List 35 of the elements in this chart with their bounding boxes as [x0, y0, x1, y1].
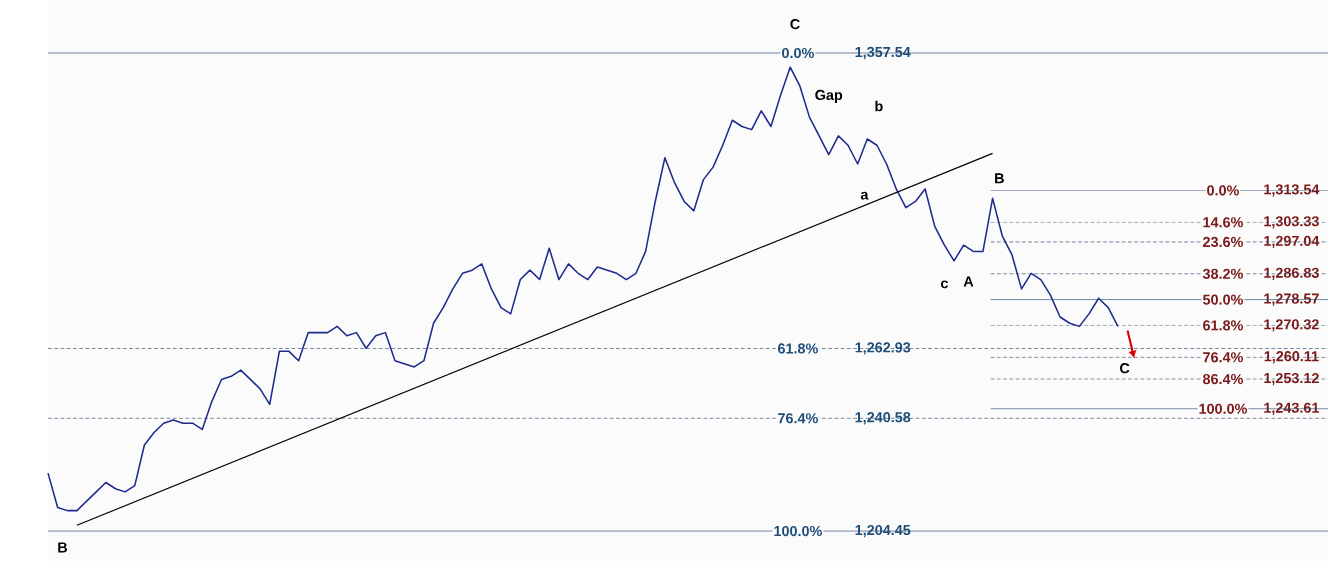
annotation: c [940, 280, 948, 289]
annotation: 0.0% [1207, 185, 1239, 196]
y2-tick-label: 1,303.33 [1264, 216, 1319, 229]
text: C [790, 19, 800, 30]
y-tick-label: 1,204.45 [855, 524, 911, 538]
annotation: 100.0% [1199, 403, 1247, 414]
y2-tick-label: 1,313.54 [1264, 184, 1320, 197]
annotation: B [995, 173, 1004, 184]
annotation: 76.4% [1203, 352, 1243, 363]
y-tick-label: 1,262.93 [855, 342, 911, 355]
annotation: 61.8% [778, 343, 818, 354]
y2-tick-label: 1,286.83 [1264, 267, 1319, 280]
annotation: Gap [815, 89, 843, 103]
annotation: 76.4% [778, 413, 818, 424]
annotation: 23.6% [1203, 236, 1243, 248]
annotation: 61.8% [1203, 320, 1243, 331]
y2-tick-label: 1,243.61 [1264, 402, 1320, 415]
annotation: b [875, 100, 883, 112]
y-tick-label: 1,240.58 [855, 412, 911, 425]
y2-tick-label: 1,260.11 [1264, 351, 1319, 364]
y2-tick-label: 1,253.12 [1264, 372, 1319, 386]
annotation: 100.0% [774, 525, 822, 537]
y2-tick-label: 1,270.32 [1264, 319, 1319, 332]
annotation: A [963, 276, 974, 287]
annotation: 38.2% [1202, 268, 1243, 279]
text: B [58, 542, 68, 553]
annotation: 50.0% [1202, 294, 1243, 305]
annotation: 14.6% [1203, 217, 1243, 228]
annotation: 0.0% [782, 47, 814, 59]
y2-tick-label: 1,297.04 [1264, 235, 1320, 249]
annotation: a [860, 191, 869, 200]
y-tick-label: 1,357.54 [855, 46, 911, 60]
annotation: C [1120, 363, 1130, 374]
annotation: 86.4% [1202, 374, 1243, 385]
y2-tick-label: 1,278.57 [1264, 293, 1319, 306]
